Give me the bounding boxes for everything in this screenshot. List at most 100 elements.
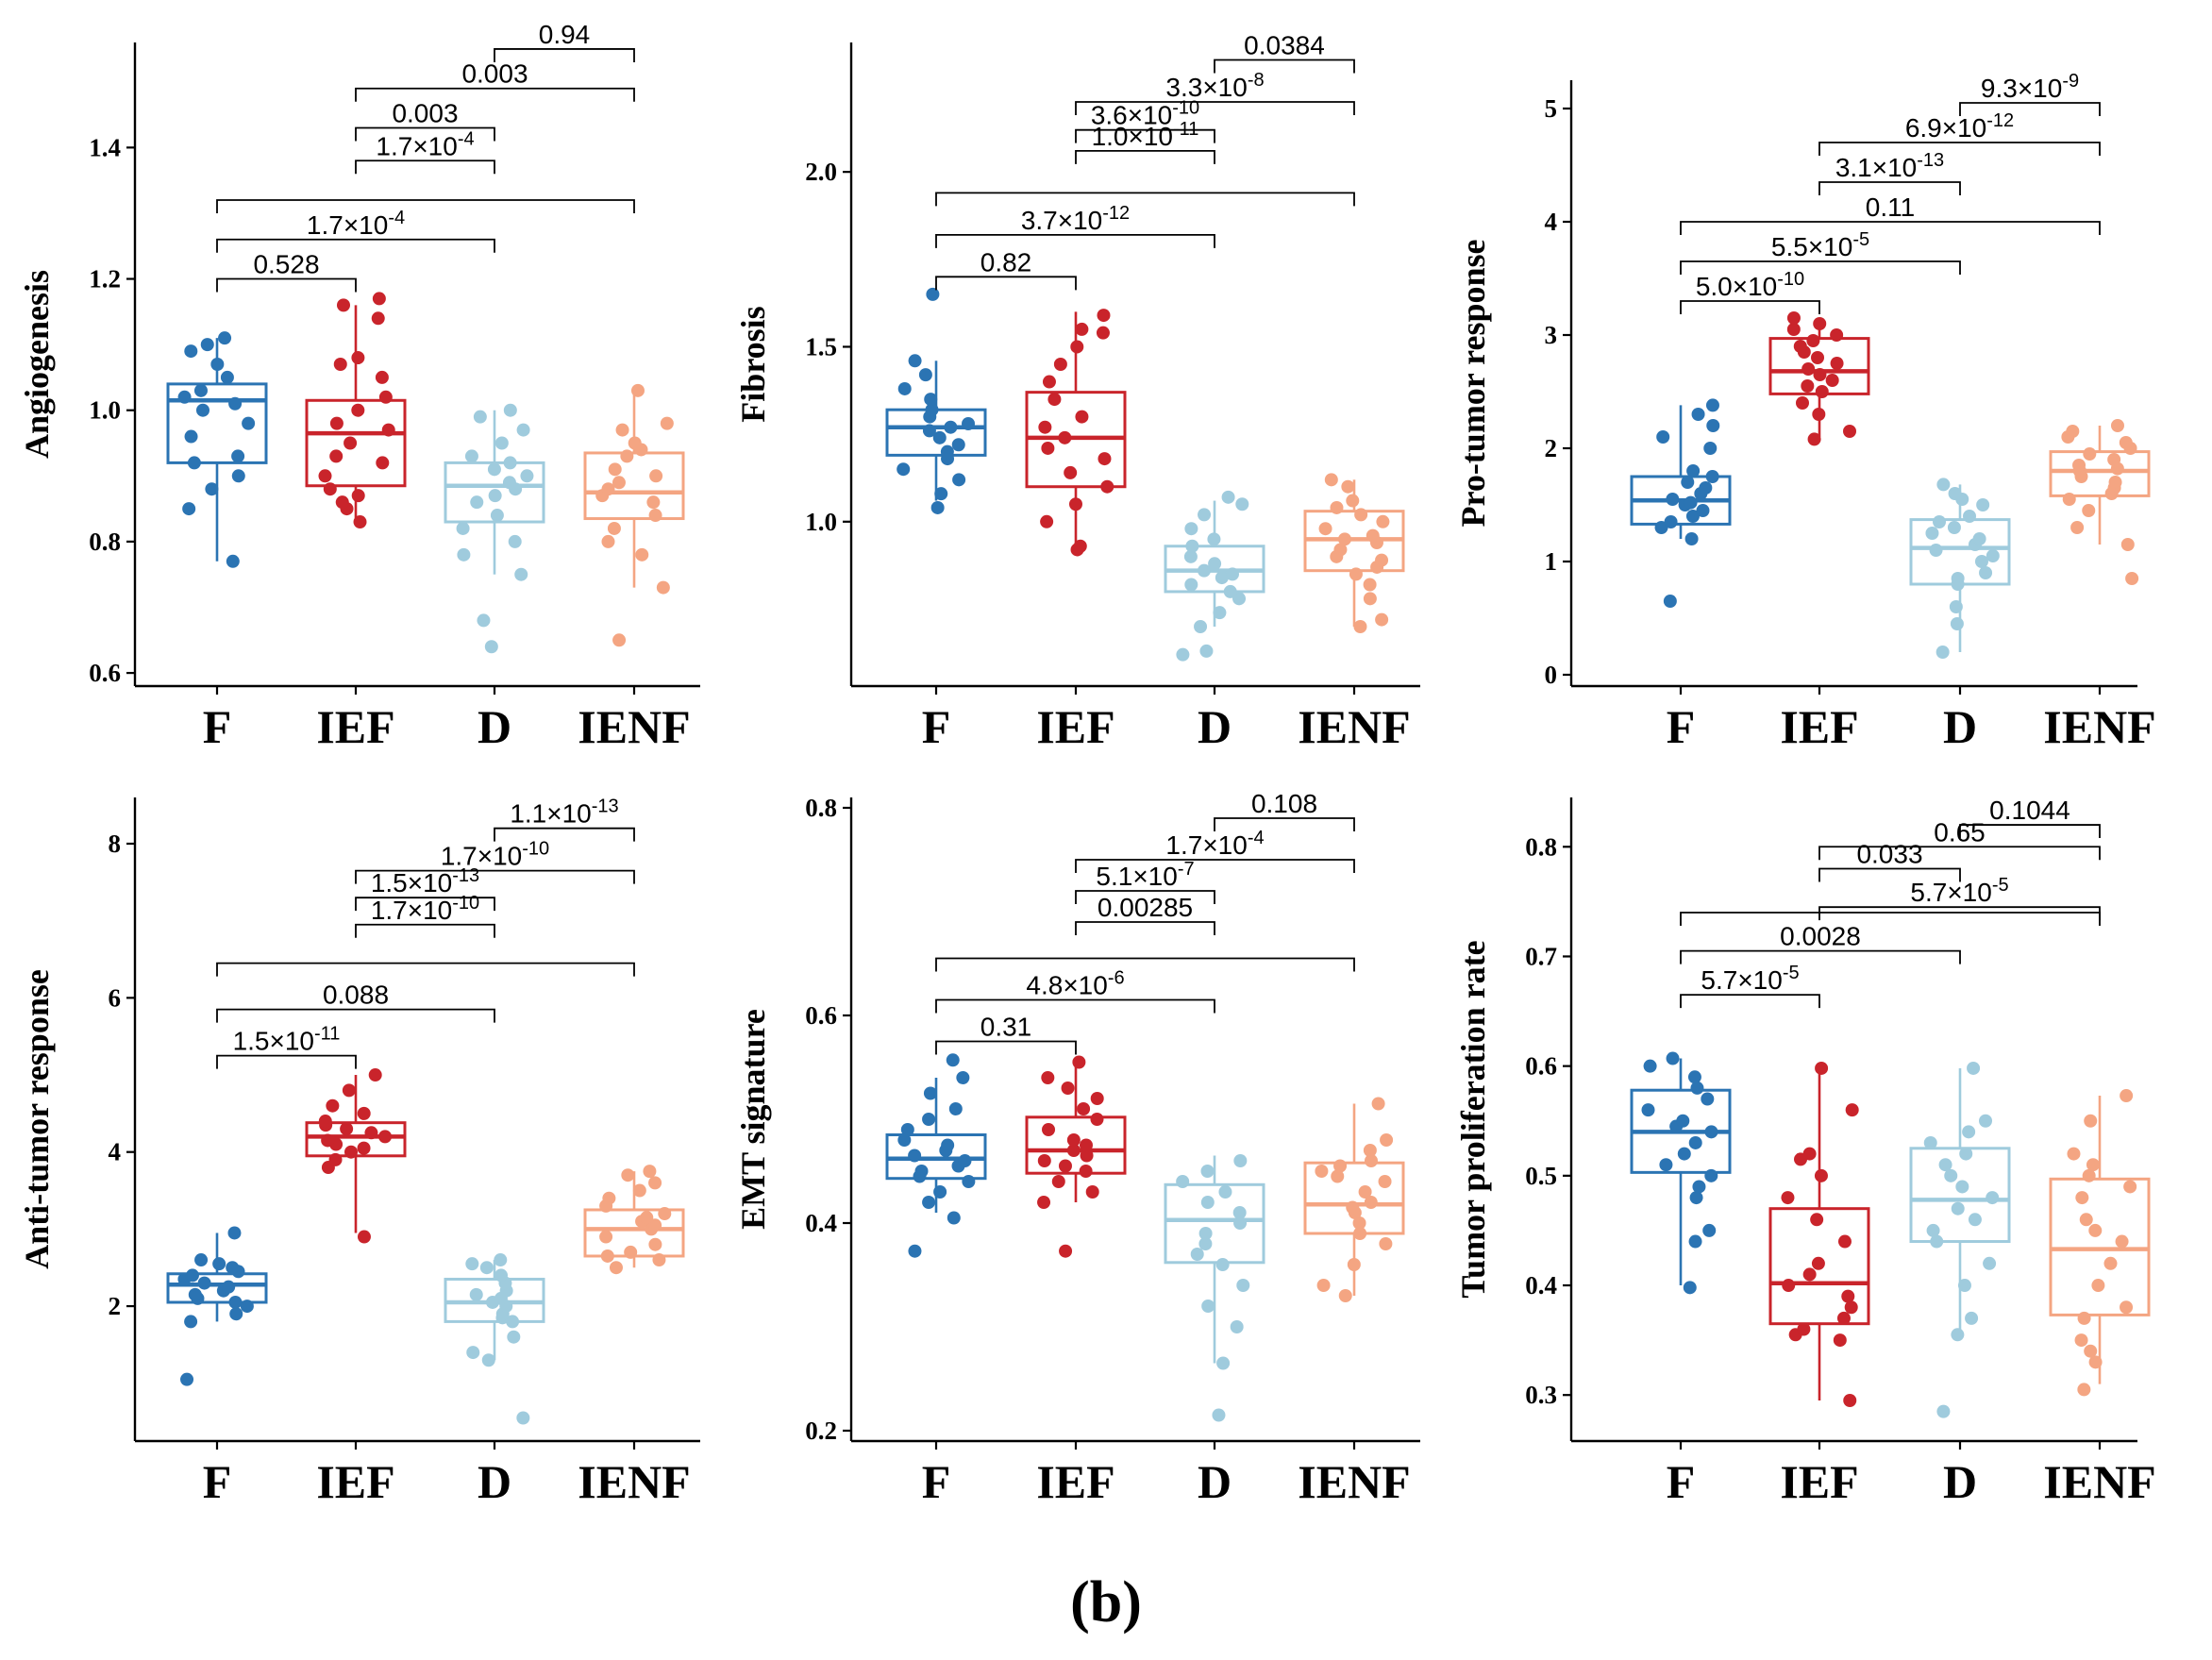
- data-point: [1813, 317, 1827, 330]
- data-point: [1077, 1102, 1091, 1115]
- data-point: [2120, 1089, 2134, 1103]
- data-point: [1936, 1404, 1951, 1418]
- p-value-exponent: -10: [1172, 98, 1199, 119]
- data-point: [1379, 1237, 1393, 1250]
- data-point: [1696, 504, 1710, 517]
- data-point: [381, 423, 395, 437]
- box-IEF: [1768, 1071, 1870, 1401]
- data-point: [2084, 1114, 2098, 1128]
- box-IENF: [583, 1171, 685, 1268]
- data-point: [329, 416, 344, 430]
- significance-bracket: 1.7×10-4: [1075, 828, 1355, 873]
- data-point: [934, 487, 948, 501]
- data-point: [1225, 567, 1239, 581]
- bracket-line: [1680, 912, 2101, 926]
- data-point: [516, 1411, 530, 1425]
- data-point: [514, 567, 528, 581]
- data-point: [1232, 1206, 1247, 1219]
- x-tick-label: F: [1667, 1455, 1696, 1508]
- bracket-line: [1075, 921, 1215, 935]
- data-point: [1703, 442, 1718, 455]
- significance-bracket: 0.528: [216, 250, 357, 293]
- significance-bracket: 9.3×10-9: [1959, 71, 2101, 116]
- x-tick-label: IEF: [1036, 700, 1114, 753]
- data-point: [464, 449, 478, 463]
- p-value-exponent: -10: [522, 839, 549, 860]
- data-point: [1813, 368, 1827, 381]
- data-point: [228, 396, 243, 411]
- data-point: [1375, 553, 1389, 567]
- bracket-line: [1959, 824, 2101, 839]
- box-iqr: [166, 382, 268, 464]
- data-point: [1986, 1191, 2000, 1205]
- data-point: [1926, 1223, 1940, 1237]
- x-tick-label: IEF: [316, 1455, 394, 1508]
- y-tick-label: 2: [109, 1292, 122, 1320]
- data-point: [628, 436, 642, 450]
- y-tick-label: 1.5: [805, 332, 837, 361]
- data-point: [1830, 328, 1844, 342]
- y-tick-label: 0.7: [1525, 942, 1557, 970]
- data-point: [520, 469, 534, 483]
- bracket-line: [1959, 102, 2101, 116]
- data-point: [2119, 436, 2133, 449]
- data-point: [1358, 1185, 1372, 1199]
- figure-label: (b): [1070, 1570, 1142, 1635]
- data-point: [488, 489, 502, 503]
- data-point: [2072, 459, 2086, 472]
- p-value-base: 3.6×10: [1091, 101, 1172, 130]
- bracket-line: [935, 192, 1355, 207]
- data-point: [1843, 1394, 1857, 1408]
- data-point: [1100, 479, 1114, 494]
- p-value-base: 9.3×10: [1981, 74, 2062, 103]
- data-point: [182, 502, 196, 516]
- data-point: [1061, 1082, 1075, 1095]
- data-point: [1337, 532, 1351, 546]
- data-point: [487, 462, 501, 477]
- data-point: [1845, 1103, 1859, 1117]
- p-value-base: 0.033: [1856, 840, 1922, 869]
- data-point: [1363, 578, 1377, 592]
- p-value-base: 1.7×10: [1165, 830, 1247, 860]
- bracket-line: [1680, 300, 1820, 314]
- data-point: [2075, 1191, 2089, 1205]
- significance-bracket: 0.088: [216, 981, 495, 1023]
- x-tick-label: D: [1198, 1455, 1232, 1508]
- y-tick-label: 0.8: [805, 794, 837, 822]
- data-point: [908, 1149, 922, 1163]
- y-tick-label: 0.6: [89, 659, 121, 687]
- data-point: [932, 430, 947, 444]
- data-point: [1706, 419, 1720, 432]
- data-point: [2123, 1180, 2137, 1194]
- box-F: [166, 1232, 268, 1322]
- data-point: [1936, 646, 1950, 659]
- data-point: [1236, 1279, 1250, 1292]
- data-point: [326, 1098, 340, 1113]
- p-value-label: 1.7×10-4: [1165, 828, 1264, 860]
- p-value-base: 1.1×10: [510, 799, 591, 829]
- data-point: [1072, 1055, 1086, 1069]
- significance-bracket: 0.11: [1680, 193, 2101, 235]
- y-axis-label: Tumor proliferation rate: [1454, 940, 1492, 1298]
- data-point: [1843, 425, 1857, 438]
- data-point: [1333, 1159, 1348, 1173]
- box-iqr: [305, 398, 407, 488]
- data-point: [2066, 425, 2080, 438]
- significance-bracket: 6.9×10-12: [1818, 110, 2101, 156]
- data-point: [1200, 1165, 1215, 1178]
- data-point: [351, 403, 365, 417]
- data-point: [333, 358, 347, 371]
- x-tick-label: IENF: [578, 1455, 690, 1508]
- data-point: [200, 338, 214, 352]
- data-point: [507, 1330, 521, 1344]
- data-point: [1349, 567, 1363, 581]
- data-point: [473, 410, 487, 424]
- p-value-base: 4.8×10: [1026, 971, 1107, 1000]
- data-point: [1656, 430, 1670, 444]
- y-tick-label: 0.6: [805, 1001, 837, 1030]
- data-point: [1786, 311, 1801, 325]
- data-point: [1666, 1051, 1680, 1065]
- data-point: [344, 436, 358, 450]
- data-point: [1183, 549, 1198, 563]
